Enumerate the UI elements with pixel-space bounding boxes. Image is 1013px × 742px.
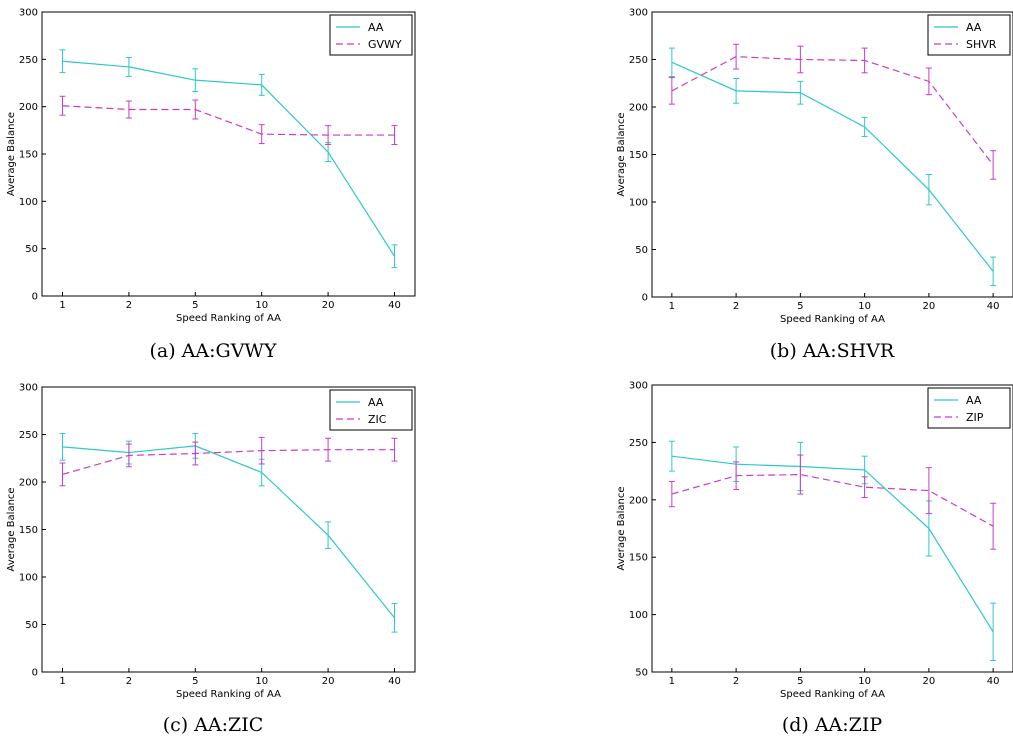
chart-panel-0: 0 50 100 150 200 250 300 1 2 5 10 20 40 Speed Ranking…: [6, 8, 416, 362]
y-tick-label: 250: [629, 55, 648, 66]
y-tick-label: 150: [629, 553, 648, 564]
chart-panel-2: 0 50 100 150 200 250 300 1 2 5 10 20 40 Speed Ranking…: [6, 383, 416, 736]
y-tick-label: 100: [19, 197, 38, 208]
legend: AA GVWY: [329, 14, 413, 56]
x-tick-label: 40: [987, 676, 1000, 687]
x-tick-label: 20: [923, 676, 936, 687]
x-tick-label: 2: [126, 300, 132, 311]
x-tick-label: 1: [59, 676, 65, 687]
legend-label: GVWY: [368, 38, 402, 51]
x-tick-label: 10: [255, 300, 268, 311]
y-tick-label: 250: [19, 55, 38, 66]
y-tick-label: 200: [629, 495, 648, 506]
series-line-aa: [671, 61, 994, 272]
legend-box: [927, 14, 1011, 56]
x-tick-label: 5: [192, 676, 198, 687]
x-tick-label: 40: [388, 676, 401, 687]
x-tick-label: 10: [858, 301, 871, 312]
x-axis-label: Speed Ranking of AA: [780, 689, 885, 700]
legend-label: AA: [368, 21, 384, 34]
y-axis-label: Average Balance: [616, 112, 627, 196]
x-tick-label: 1: [59, 300, 65, 311]
y-tick-label: 50: [25, 244, 38, 255]
chart-caption: (b) AA:SHVR: [770, 340, 895, 362]
x-tick-label: 20: [923, 301, 936, 312]
series-line-aa: [671, 455, 994, 633]
y-tick-label: 0: [642, 293, 648, 304]
x-tick-label: 2: [733, 301, 739, 312]
y-axis-label: Average Balance: [616, 486, 627, 570]
y-axis-label: Average Balance: [6, 487, 17, 571]
x-tick-label: 20: [322, 676, 335, 687]
x-tick-label: 5: [797, 676, 803, 687]
series-line-aa: [62, 60, 395, 257]
chart-panel-1: 0 50 100 150 200 250 300 1 2 5 10 20 40 Speed Ranking…: [616, 8, 1013, 362]
y-tick-label: 300: [19, 383, 38, 394]
series-line-zip: [671, 473, 994, 527]
y-tick-label: 200: [19, 478, 38, 489]
x-axis-label: Speed Ranking of AA: [176, 689, 281, 700]
y-tick-label: 50: [635, 245, 648, 256]
y-tick-label: 100: [19, 573, 38, 584]
chart-caption: (d) AA:ZIP: [782, 714, 883, 736]
y-tick-label: 0: [32, 292, 38, 303]
series-line-gvwy: [62, 105, 395, 136]
legend-label: ZIC: [368, 413, 387, 426]
y-tick-label: 50: [25, 620, 38, 631]
y-tick-label: 200: [19, 102, 38, 113]
legend-label: AA: [368, 396, 384, 409]
legend-box: [329, 389, 413, 431]
legend-label: SHVR: [966, 38, 997, 51]
x-tick-label: 40: [388, 300, 401, 311]
y-tick-label: 150: [19, 150, 38, 161]
x-tick-label: 40: [987, 301, 1000, 312]
series-line-shvr: [671, 56, 994, 166]
y-tick-label: 0: [32, 668, 38, 679]
x-tick-label: 2: [126, 676, 132, 687]
chart-caption: (a) AA:GVWY: [149, 340, 276, 362]
chart-caption: (c) AA:ZIC: [163, 714, 264, 736]
legend: AA SHVR: [927, 14, 1011, 56]
y-axis-label: Average Balance: [6, 112, 17, 196]
x-tick-label: 5: [797, 301, 803, 312]
legend-label: ZIP: [966, 411, 984, 424]
x-tick-label: 20: [322, 300, 335, 311]
series-line-aa: [62, 445, 395, 619]
plot-frame: [651, 384, 1013, 673]
y-tick-label: 200: [629, 103, 648, 114]
y-tick-label: 250: [629, 438, 648, 449]
y-tick-label: 100: [629, 610, 648, 621]
y-tick-label: 250: [19, 430, 38, 441]
y-tick-label: 300: [629, 8, 648, 19]
chart-panel-3: 50 100 150 200 250 300 1 2 5 10 20 40 Speed Ranking …: [616, 381, 1013, 736]
y-tick-label: 150: [629, 150, 648, 161]
x-axis-label: Speed Ranking of AA: [780, 314, 885, 325]
y-tick-label: 150: [19, 525, 38, 536]
x-tick-label: 10: [858, 676, 871, 687]
x-tick-label: 1: [669, 676, 675, 687]
legend-box: [329, 14, 413, 56]
y-tick-label: 50: [635, 668, 648, 679]
x-tick-label: 10: [255, 676, 268, 687]
legend-label: AA: [966, 21, 982, 34]
legend: AA ZIC: [329, 389, 413, 431]
x-tick-label: 5: [192, 300, 198, 311]
legend-box: [927, 387, 1011, 429]
y-tick-label: 300: [19, 8, 38, 19]
x-tick-label: 2: [733, 676, 739, 687]
legend-label: AA: [966, 394, 982, 407]
y-tick-label: 100: [629, 198, 648, 209]
y-tick-label: 300: [629, 381, 648, 392]
x-axis-label: Speed Ranking of AA: [176, 313, 281, 324]
legend: AA ZIP: [927, 387, 1011, 429]
x-tick-label: 1: [669, 301, 675, 312]
series-line-zic: [62, 449, 395, 475]
